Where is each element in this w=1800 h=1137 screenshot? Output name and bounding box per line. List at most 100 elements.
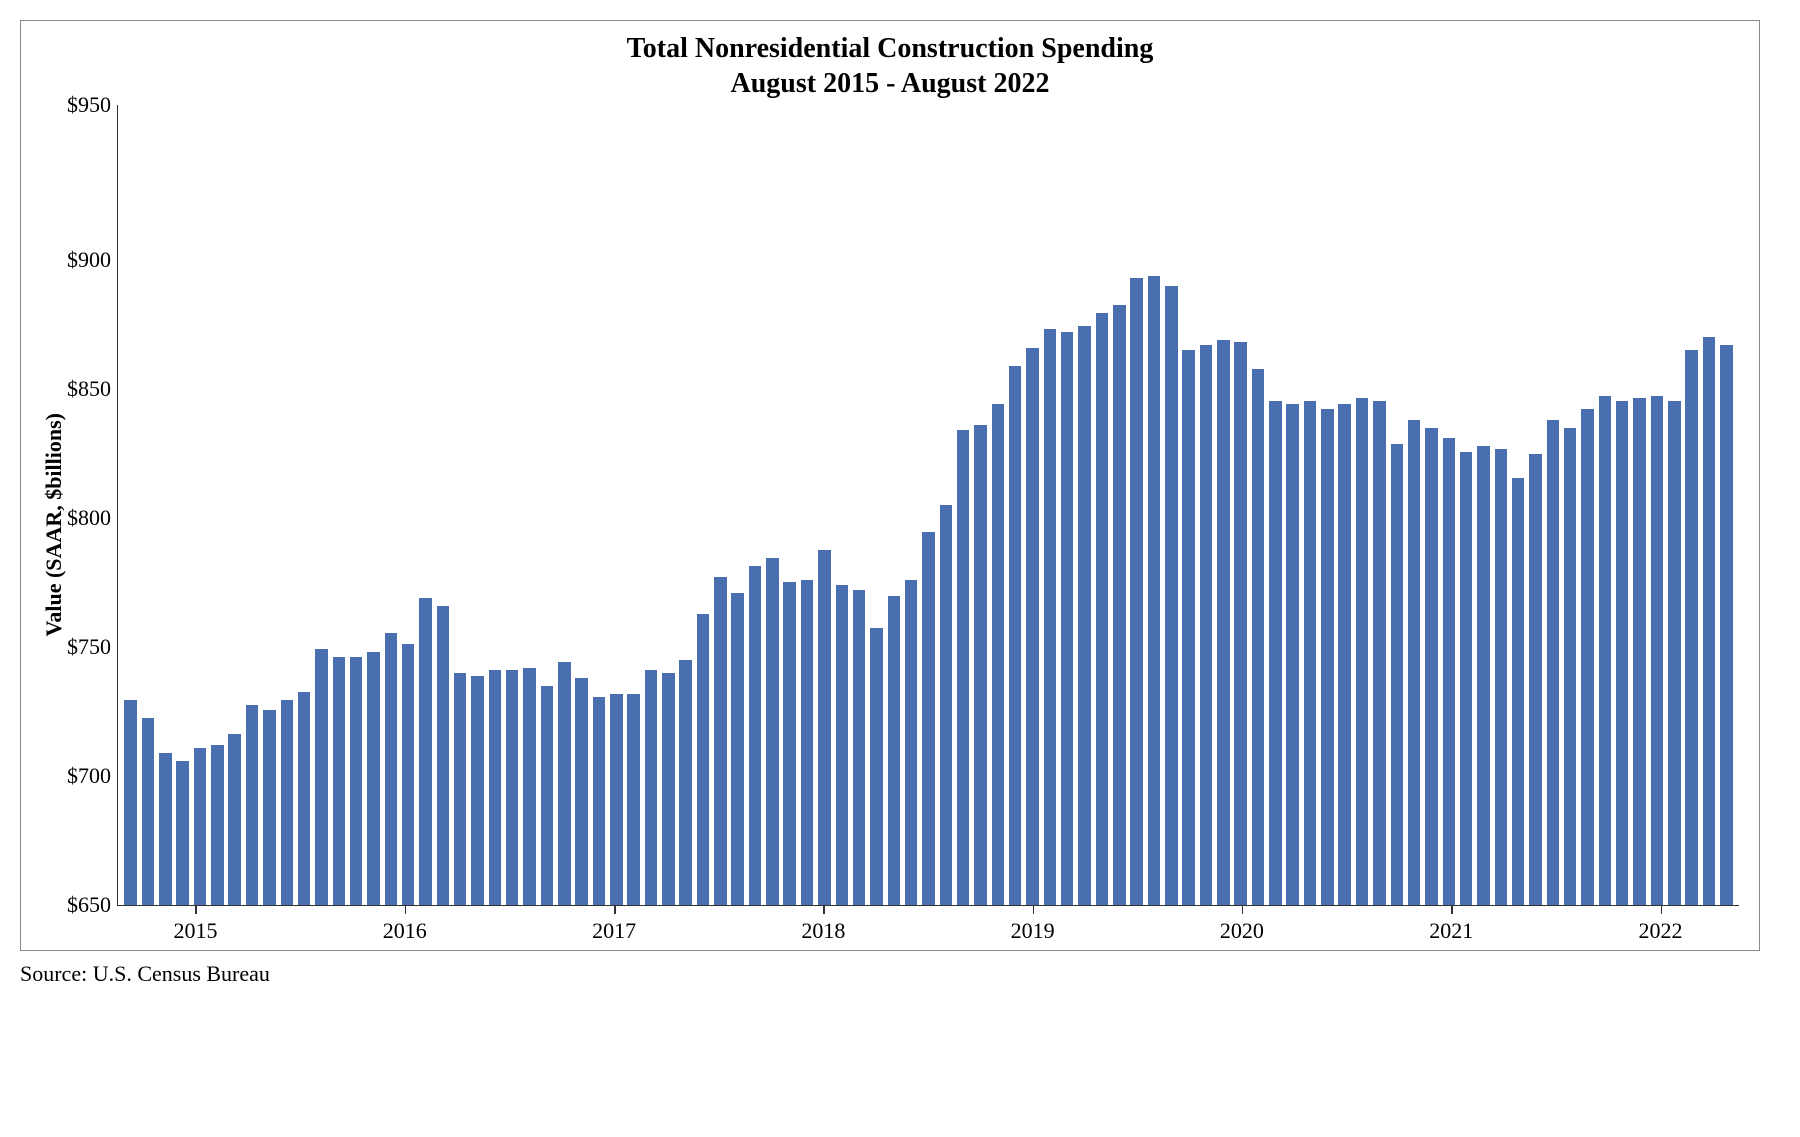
bar-slot (226, 105, 243, 905)
bar (801, 580, 813, 905)
bar (940, 505, 952, 905)
y-tick-label: $750 (67, 634, 111, 660)
bar (1529, 454, 1541, 905)
bar-slot (1492, 105, 1509, 905)
bar-slot (1111, 105, 1128, 905)
bar-slot (1579, 105, 1596, 905)
bar-slot (417, 105, 434, 905)
bar-slot (1440, 105, 1457, 905)
x-tick-mark (823, 906, 825, 914)
bar-slot (1648, 105, 1665, 905)
bar (1096, 313, 1108, 905)
x-tick-label: 2017 (592, 918, 636, 944)
bar-slot (295, 105, 312, 905)
bar-slot (1405, 105, 1422, 905)
bar (1547, 420, 1559, 905)
y-ticks-column: $950$900$850$800$750$700$650 (67, 105, 117, 905)
bar (367, 652, 379, 905)
bar-slot (157, 105, 174, 905)
bar (385, 633, 397, 905)
x-tick-mark (405, 906, 407, 914)
y-tick-label: $850 (67, 376, 111, 402)
bar-slot (1631, 105, 1648, 905)
bar (1078, 326, 1090, 905)
chart-frame: Total Nonresidential Construction Spendi… (20, 20, 1760, 951)
bar-slot (278, 105, 295, 905)
y-axis-label: Value (SAAR, $billions) (41, 413, 67, 637)
title-line-1: Total Nonresidential Construction Spendi… (627, 33, 1154, 64)
plot-wrap: Value (SAAR, $billions) $950$900$850$800… (41, 105, 1739, 944)
bar (662, 673, 674, 905)
bar-slot (365, 105, 382, 905)
bar (263, 710, 275, 905)
plot-area (117, 105, 1739, 906)
bar-slot (885, 105, 902, 905)
bar-slot (902, 105, 919, 905)
title-line-2: August 2015 - August 2022 (731, 68, 1050, 99)
bar (1321, 409, 1333, 905)
bar (1234, 342, 1246, 905)
bar-slot (434, 105, 451, 905)
bar (124, 700, 136, 905)
bar-slot (1562, 105, 1579, 905)
bar (922, 532, 934, 905)
x-label-row: 20152016201720182019202020212022 (117, 916, 1739, 944)
bar (1356, 398, 1368, 905)
bar (1200, 345, 1212, 905)
bar-slot (781, 105, 798, 905)
bar-slot (1007, 105, 1024, 905)
plot-column: 20152016201720182019202020212022 (117, 105, 1739, 944)
bar (714, 577, 726, 905)
bar-slot (347, 105, 364, 905)
x-tick-label: 2018 (801, 918, 845, 944)
y-tick-label: $650 (67, 892, 111, 918)
bar (1703, 337, 1715, 905)
bar-slot (1527, 105, 1544, 905)
bar (1391, 444, 1403, 905)
x-tick-mark (1242, 906, 1244, 914)
bar-slot (556, 105, 573, 905)
bar (593, 697, 605, 905)
bar (627, 694, 639, 905)
bar (1113, 305, 1125, 905)
bar (541, 686, 553, 905)
bar-slot (521, 105, 538, 905)
bar (1182, 350, 1194, 905)
bar-slot (729, 105, 746, 905)
bar-slot (330, 105, 347, 905)
bar (1026, 348, 1038, 905)
bar (575, 678, 587, 905)
bar (419, 598, 431, 905)
y-tick-label: $950 (67, 92, 111, 118)
bar-slot (816, 105, 833, 905)
bar (298, 692, 310, 905)
bar-slot (712, 105, 729, 905)
x-tick-mark (1033, 906, 1035, 914)
bar (992, 404, 1004, 905)
bar-slot (850, 105, 867, 905)
bar-slot (1215, 105, 1232, 905)
bar-slot (573, 105, 590, 905)
bar-slot (122, 105, 139, 905)
bar (888, 596, 900, 905)
bar (749, 566, 761, 905)
x-tick-label: 2015 (173, 918, 217, 944)
bar-slot (642, 105, 659, 905)
bar-slot (1510, 105, 1527, 905)
bar-slot (972, 105, 989, 905)
bar (159, 753, 171, 905)
bars-container (118, 105, 1739, 905)
x-tick-mark (1451, 906, 1453, 914)
bar-slot (1336, 105, 1353, 905)
bar-slot (1180, 105, 1197, 905)
bar (1685, 350, 1697, 905)
bar (783, 582, 795, 905)
bar-slot (1371, 105, 1388, 905)
bar-slot (209, 105, 226, 905)
bar-slot (1197, 105, 1214, 905)
bar-slot (1457, 105, 1474, 905)
bar-slot (1249, 105, 1266, 905)
bar (1616, 401, 1628, 905)
x-tick-label: 2022 (1639, 918, 1683, 944)
bar-slot (1284, 105, 1301, 905)
